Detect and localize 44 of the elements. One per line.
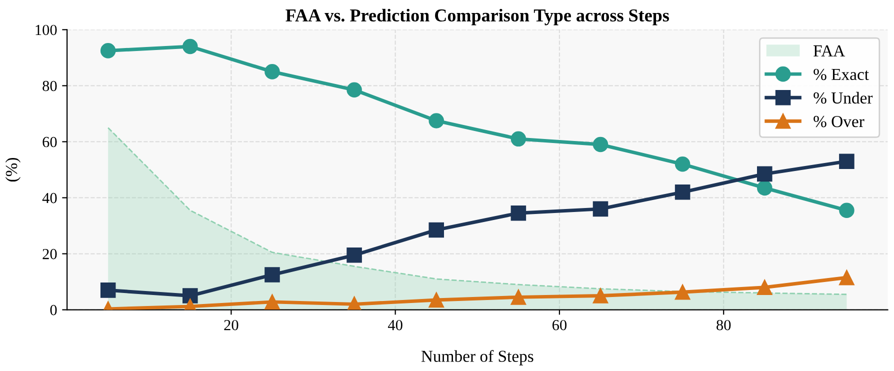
point: [100, 282, 116, 298]
point: [674, 156, 690, 172]
point: [839, 270, 854, 286]
x-tick-label: 20: [224, 320, 238, 330]
point: [674, 184, 690, 200]
point: [757, 180, 772, 196]
y-axis-title: (%): [5, 158, 21, 182]
y-tick-label: 0: [50, 304, 57, 316]
point: [182, 38, 198, 54]
legend-label: % Under: [814, 92, 873, 104]
point: [592, 136, 608, 152]
point: [346, 248, 362, 263]
point: [510, 206, 526, 221]
point: [510, 131, 526, 147]
legend-label: % Over: [814, 116, 864, 128]
x-axis-title: Number of Steps: [421, 350, 534, 366]
point: [757, 166, 772, 182]
y-tick-label: 40: [42, 192, 57, 204]
point: [264, 267, 280, 282]
point: [674, 284, 690, 300]
y-tick-label: 60: [42, 136, 57, 148]
point: [510, 290, 526, 305]
chart-title: FAA vs. Prediction Comparison Type across Steps: [286, 8, 669, 26]
legend-label: FAA: [814, 45, 846, 56]
point: [839, 202, 854, 218]
point: [839, 154, 854, 169]
point: [428, 292, 444, 308]
point: [264, 64, 280, 80]
y-tick-label: 20: [42, 248, 57, 260]
legend-label: % Exact: [814, 68, 869, 80]
point: [592, 201, 608, 217]
point: [100, 43, 116, 58]
x-tick-label: 40: [388, 320, 402, 330]
point: [592, 288, 608, 304]
point: [346, 82, 362, 98]
y-tick-label: 100: [36, 24, 57, 36]
x-tick-label: 80: [716, 320, 731, 330]
point: [428, 113, 444, 128]
point: [182, 288, 198, 304]
y-tick-label: 80: [42, 80, 57, 92]
point: [428, 222, 444, 238]
point: [264, 294, 280, 310]
x-tick-label: 60: [552, 320, 567, 330]
point: [757, 280, 772, 296]
